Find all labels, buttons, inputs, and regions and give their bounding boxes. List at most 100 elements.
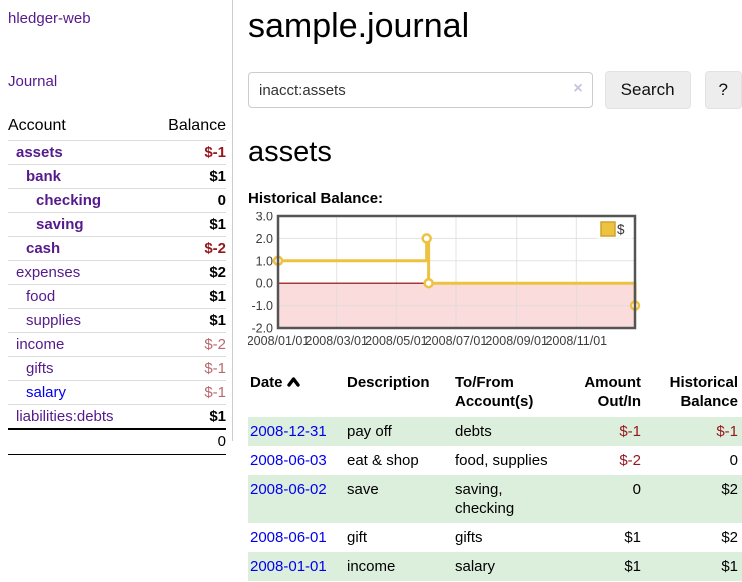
sidebar-total-value: 0 bbox=[8, 428, 226, 455]
account-name-cell: liabilities:debts bbox=[8, 404, 149, 429]
account-row: bank $1 bbox=[8, 164, 226, 189]
transaction-accounts: debts bbox=[455, 423, 492, 440]
account-balance: $-2 bbox=[148, 236, 226, 261]
account-name-cell: saving bbox=[8, 212, 149, 237]
transaction-amount: $-1 bbox=[619, 423, 641, 440]
account-balance: $1 bbox=[148, 212, 226, 237]
account-link-supplies[interactable]: supplies bbox=[26, 312, 82, 329]
account-row: cash $-2 bbox=[8, 236, 226, 261]
account-name-cell: gifts bbox=[8, 356, 149, 381]
transaction-accounts: food, supplies bbox=[455, 452, 548, 469]
transaction-balance: $-1 bbox=[716, 423, 738, 440]
transaction-description: save bbox=[347, 481, 379, 498]
transaction-date-cell: 2008-12-31 bbox=[248, 417, 345, 446]
date-link[interactable]: 2008-06-01 bbox=[250, 529, 327, 546]
account-name-cell: supplies bbox=[8, 308, 149, 333]
svg-text:-1.0: -1.0 bbox=[251, 299, 273, 313]
search-row: × Search ? bbox=[248, 71, 742, 109]
account-balance: $1 bbox=[148, 404, 226, 429]
account-balance: $-2 bbox=[148, 332, 226, 357]
svg-text:1.0: 1.0 bbox=[256, 254, 273, 268]
sort-ascending-icon bbox=[286, 373, 300, 392]
account-row: saving $1 bbox=[8, 212, 226, 237]
date-link[interactable]: 2008-01-01 bbox=[250, 558, 327, 575]
account-link-assets[interactable]: assets bbox=[16, 144, 63, 161]
page-title: sample.journal bbox=[248, 7, 470, 45]
account-name-cell: food bbox=[8, 284, 149, 309]
transaction-row: 2008-12-31 pay off debts $-1 $-1 bbox=[248, 417, 742, 446]
help-button[interactable]: ? bbox=[704, 71, 742, 109]
account-row: assets $-1 bbox=[8, 140, 226, 165]
clear-search-icon[interactable]: × bbox=[573, 80, 583, 97]
account-balance: 0 bbox=[148, 188, 226, 213]
transaction-balance: $1 bbox=[721, 558, 738, 575]
account-link-liabilities-debts[interactable]: liabilities:debts bbox=[16, 408, 114, 425]
account-row: income $-2 bbox=[8, 332, 226, 357]
transaction-balance: 0 bbox=[729, 452, 738, 469]
transaction-accounts: salary bbox=[455, 558, 496, 575]
account-heading: assets bbox=[248, 136, 332, 168]
account-link-salary[interactable]: salary bbox=[26, 384, 67, 401]
transaction-accounts: gifts bbox=[455, 529, 483, 546]
account-link-income[interactable]: income bbox=[16, 336, 65, 353]
search-button[interactable]: Search bbox=[604, 71, 691, 109]
account-row: gifts $-1 bbox=[8, 356, 226, 381]
transaction-amount: $-2 bbox=[619, 452, 641, 469]
account-balance: $1 bbox=[148, 164, 226, 189]
sidebar-divider bbox=[232, 0, 233, 441]
svg-text:2008/09/01: 2008/09/01 bbox=[485, 334, 548, 348]
search-box: × bbox=[248, 72, 593, 108]
transaction-amount: $1 bbox=[624, 558, 641, 575]
date-link[interactable]: 2008-06-03 bbox=[250, 452, 327, 469]
date-link[interactable]: 2008-06-02 bbox=[250, 481, 327, 498]
transaction-row: 2008-06-02 save saving, checking 0 $2 bbox=[248, 475, 742, 523]
transaction-description: eat & shop bbox=[347, 452, 419, 469]
account-link-expenses[interactable]: expenses bbox=[16, 264, 81, 281]
date-column-header[interactable]: Date bbox=[248, 371, 345, 417]
transaction-accounts: saving, checking bbox=[455, 481, 515, 517]
date-link[interactable]: 2008-12-31 bbox=[250, 423, 327, 440]
transaction-amount: 0 bbox=[632, 481, 641, 498]
app-title-link[interactable]: hledger-web bbox=[8, 10, 91, 27]
sidebar-item-journal[interactable]: Journal bbox=[8, 73, 58, 90]
sidebar: hledger-web Journal Account Balance asse… bbox=[0, 0, 232, 455]
transaction-description: pay off bbox=[347, 423, 392, 440]
svg-text:2008/11/01: 2008/11/01 bbox=[545, 334, 607, 348]
account-name-cell: assets bbox=[8, 140, 149, 165]
app-title: hledger-web bbox=[8, 10, 226, 27]
accounts-table: Account Balance assets $-1 bank $1 checking 0… bbox=[8, 114, 226, 455]
transaction-balance: $2 bbox=[721, 481, 738, 498]
amount-column-header: Amount Out/In bbox=[584, 374, 641, 410]
balance-chart-svg: $3.0 2.0 1.0 0.0 -1.0 -2.02008/01/012008/03/0… bbox=[247, 210, 641, 348]
account-row: checking 0 bbox=[8, 188, 226, 213]
account-name-cell: checking bbox=[8, 188, 149, 213]
account-balance: $1 bbox=[148, 284, 226, 309]
account-balance: $-1 bbox=[148, 356, 226, 381]
account-column-header: Account bbox=[8, 117, 66, 134]
main-content: sample.journal × Search ? assets Histori… bbox=[233, 0, 742, 581]
svg-text:0.0: 0.0 bbox=[256, 277, 273, 291]
account-link-saving[interactable]: saving bbox=[36, 216, 84, 233]
account-name-cell: cash bbox=[8, 236, 149, 261]
account-link-bank[interactable]: bank bbox=[26, 168, 62, 185]
account-name-cell: bank bbox=[8, 164, 149, 189]
account-row: food $1 bbox=[8, 284, 226, 309]
transaction-row: 2008-01-01 income salary $1 $1 bbox=[248, 552, 742, 581]
account-balance: $-1 bbox=[148, 140, 226, 165]
account-link-gifts[interactable]: gifts bbox=[26, 360, 54, 377]
account-link-food[interactable]: food bbox=[26, 288, 56, 305]
svg-text:2008/01/01: 2008/01/01 bbox=[248, 334, 309, 348]
accounts-column-header: To/From Account(s) bbox=[455, 374, 534, 410]
account-name-cell: expenses bbox=[8, 260, 149, 285]
account-name-cell: salary bbox=[8, 380, 149, 405]
account-row: liabilities:debts $1 bbox=[8, 404, 226, 429]
chart-heading: Historical Balance: bbox=[248, 190, 384, 207]
accounts-table-header: Account Balance bbox=[8, 114, 226, 141]
transaction-date-cell: 2008-01-01 bbox=[248, 552, 345, 581]
account-link-checking[interactable]: checking bbox=[36, 192, 102, 209]
account-link-cash[interactable]: cash bbox=[26, 240, 61, 257]
transaction-row: 2008-06-01 gift gifts $1 $2 bbox=[248, 523, 742, 552]
search-input[interactable] bbox=[248, 72, 593, 108]
balance-column-header: Balance bbox=[168, 117, 226, 134]
sidebar-total-row: 0 bbox=[8, 428, 226, 455]
